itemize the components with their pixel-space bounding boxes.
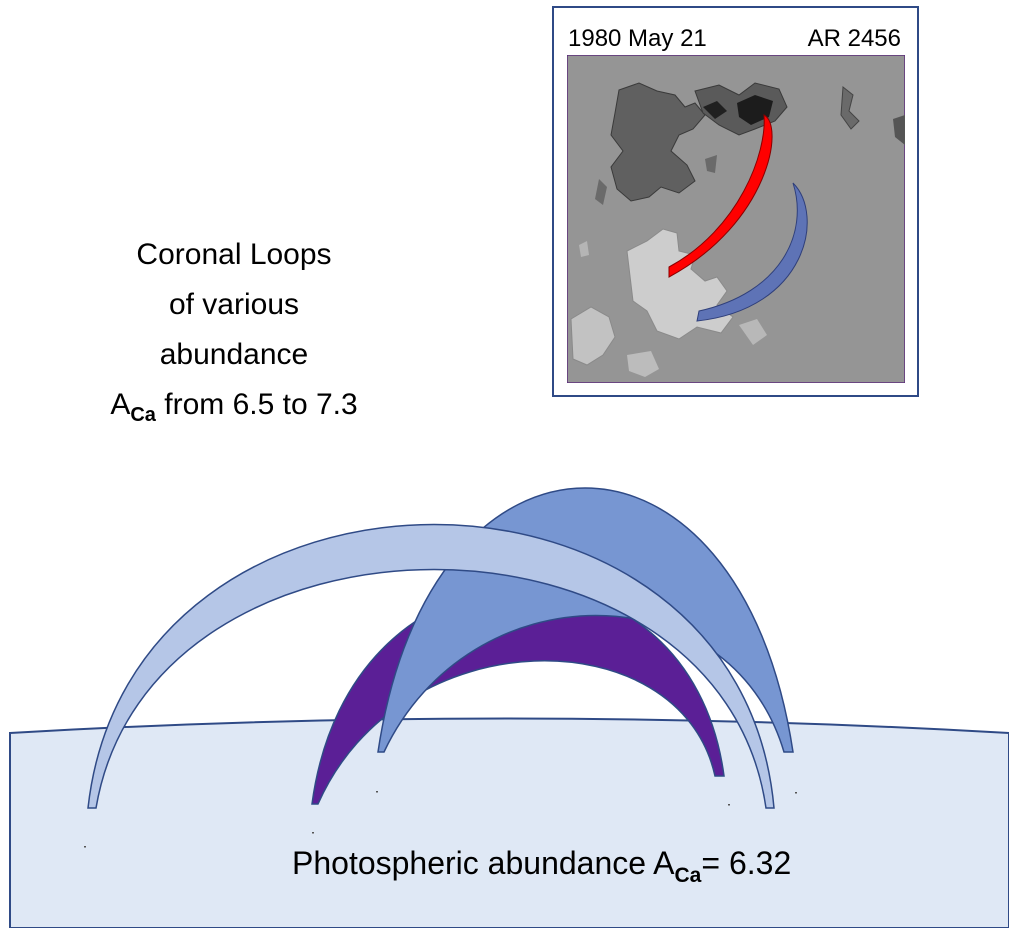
coronal-loop-light — [87, 523, 775, 809]
caption-line-4: ACa from 6.5 to 7.3 — [110, 388, 357, 426]
caption-line-2: of various — [169, 288, 299, 321]
inset-loop-blue — [696, 182, 808, 322]
inset-region: AR 2456 — [808, 25, 901, 52]
caption-line-3: abundance — [160, 338, 308, 371]
magnetogram-dark-patch — [705, 155, 717, 173]
caption-subscript: Ca — [130, 404, 156, 426]
footpoint-specks — [84, 791, 797, 848]
magnetogram-light-region — [570, 306, 616, 366]
inset-loop-red — [668, 114, 773, 278]
magnetogram-light-patch — [627, 351, 659, 377]
magnetogram-dark-region — [610, 82, 706, 202]
magnetogram-dark-patch — [840, 86, 860, 130]
magnetogram-light-patch — [579, 241, 589, 257]
magnetogram-core — [703, 101, 727, 119]
caption-range: from 6.5 to 7.3 — [156, 388, 358, 421]
photosphere-subscript: Ca — [675, 864, 702, 887]
inset-date: 1980 May 21 — [568, 25, 707, 52]
magnetogram-inset: 1980 May 21 AR 2456 — [552, 6, 919, 397]
magnetogram-dark-patch — [893, 115, 905, 145]
magnetogram-dark-patch — [595, 179, 607, 205]
caption-line-1: Coronal Loops — [136, 238, 331, 271]
coronal-caption: Coronal Loops of various abundance ACa f… — [110, 238, 357, 426]
photosphere-label-text: Photospheric abundance A — [292, 845, 675, 881]
photosphere-value: = 6.32 — [701, 845, 791, 881]
magnetogram-image — [567, 55, 905, 383]
caption-symbol: A — [110, 388, 130, 421]
magnetogram-light-patch — [739, 319, 767, 345]
photosphere-surface — [9, 717, 1009, 928]
photosphere-label: Photospheric abundance ACa= 6.32 — [292, 845, 791, 887]
